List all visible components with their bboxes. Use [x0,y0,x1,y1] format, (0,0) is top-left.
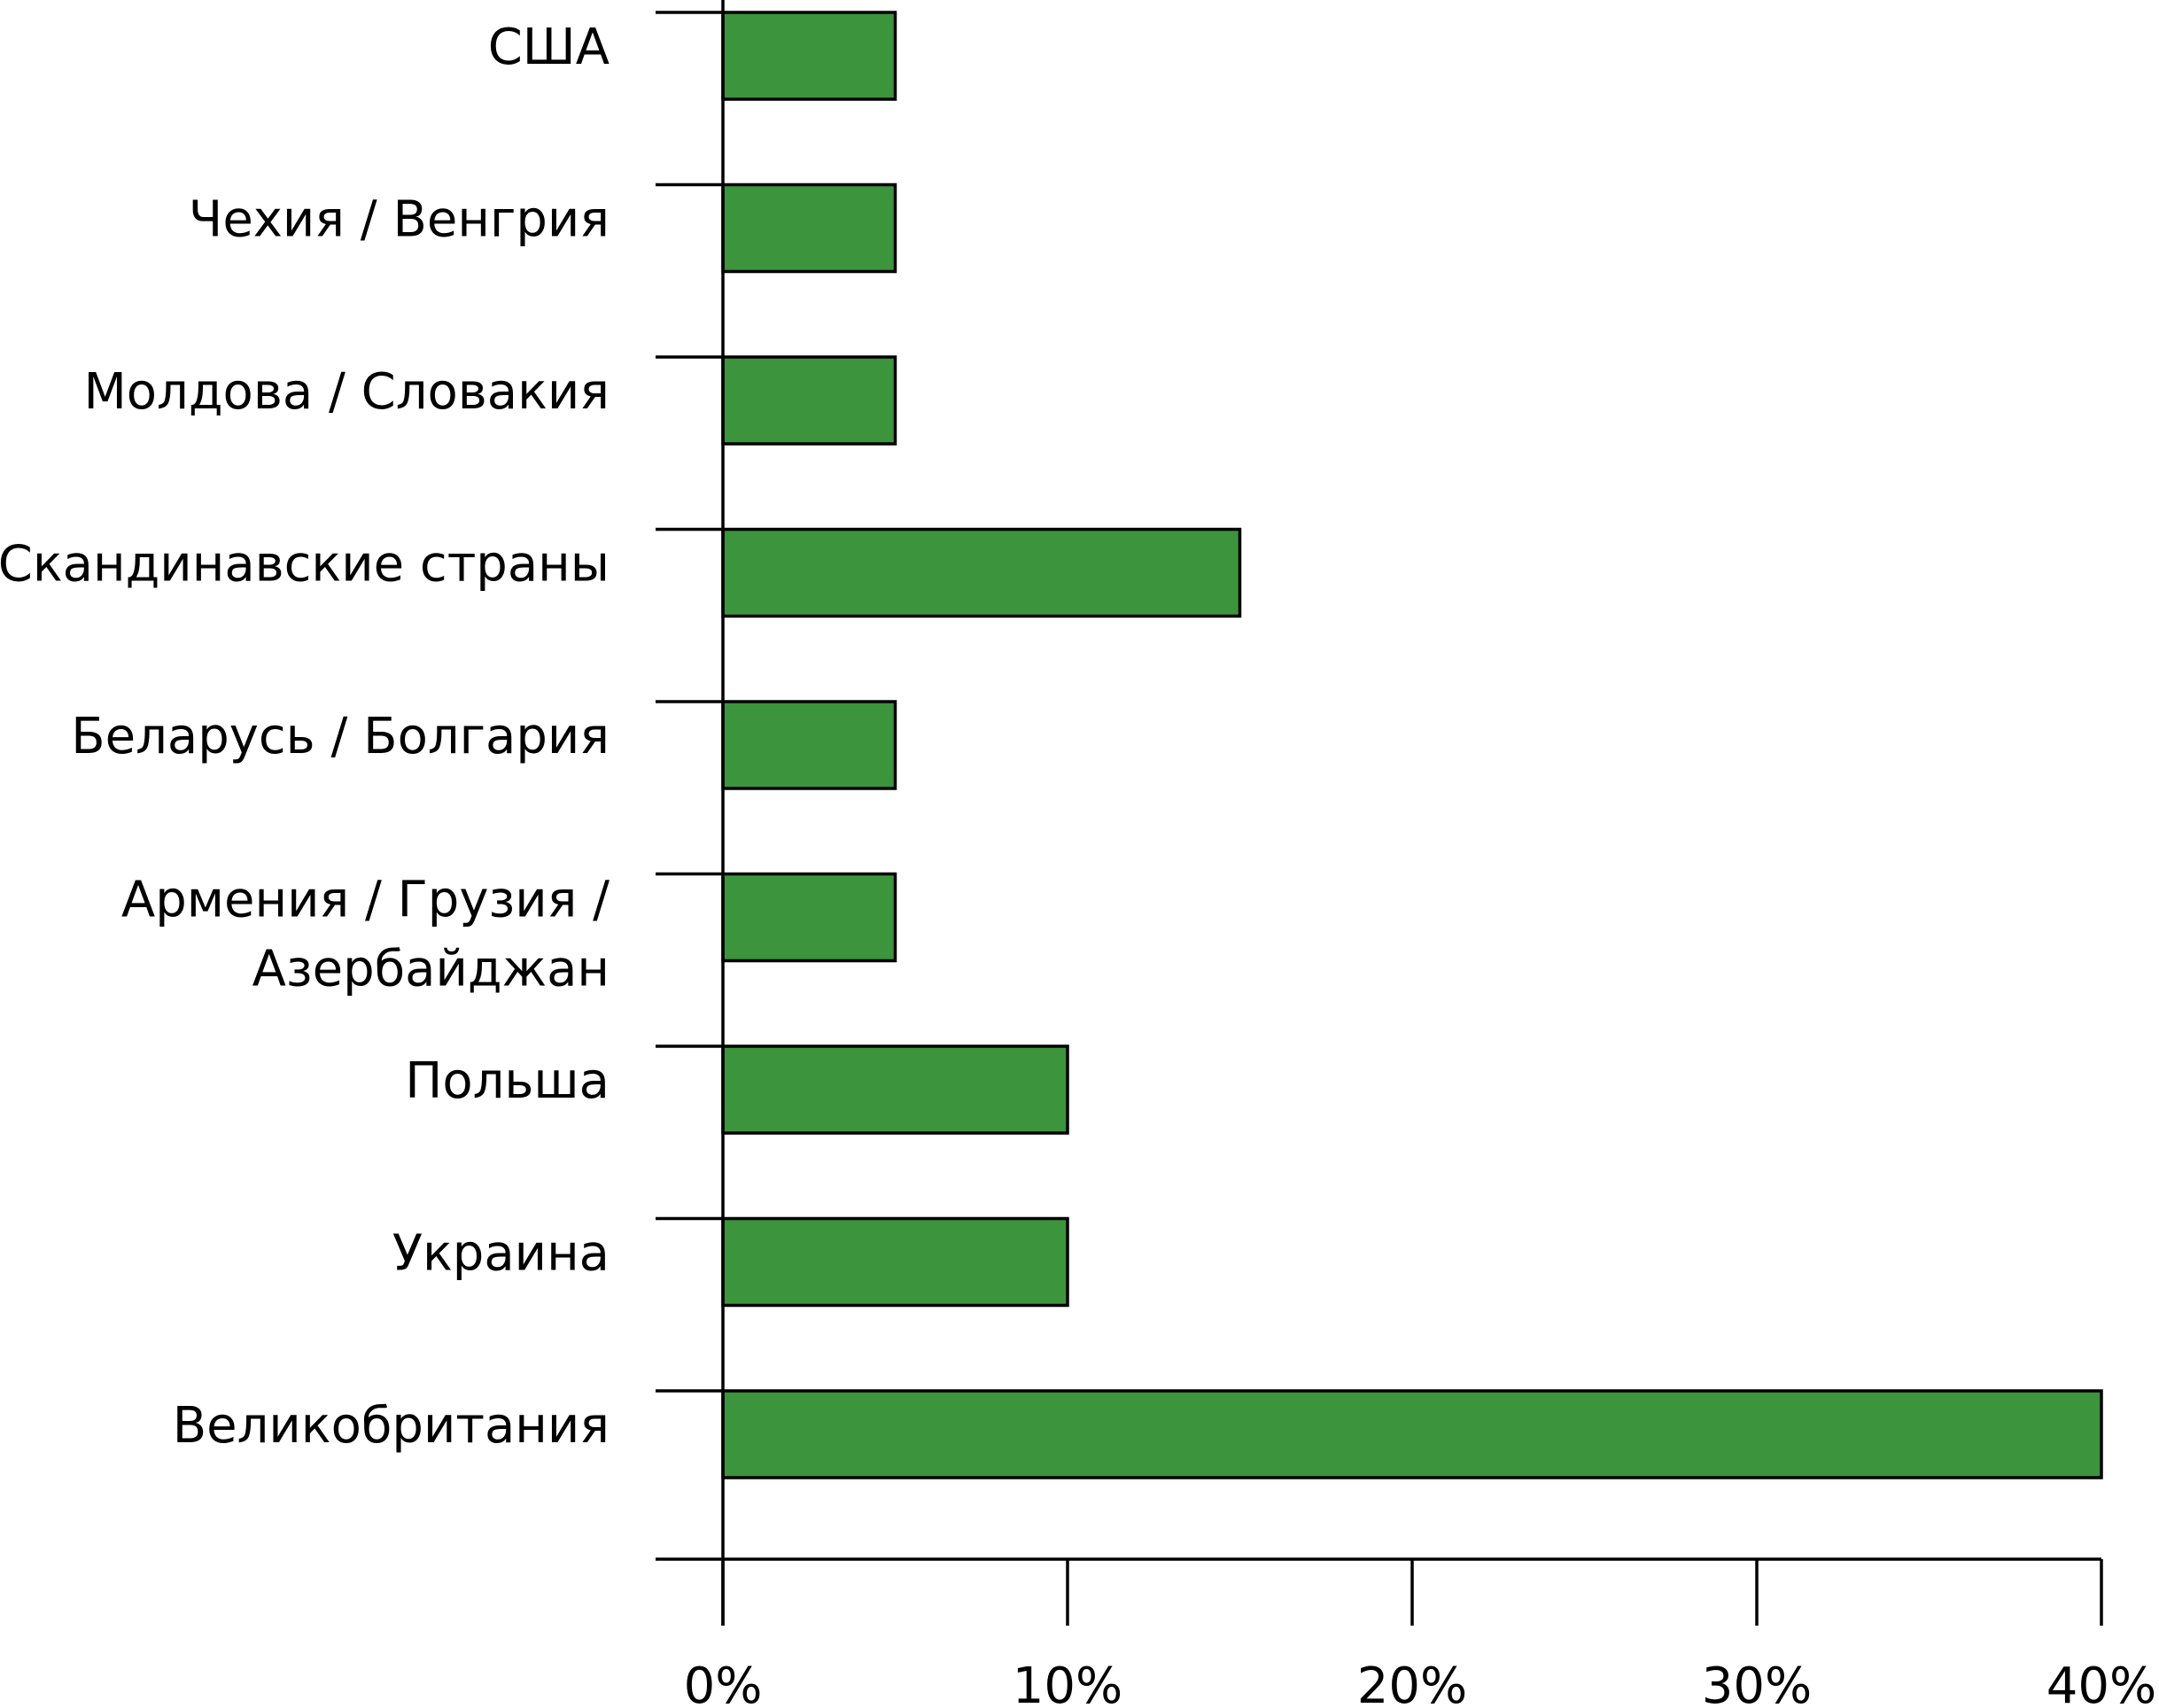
bar [721,182,897,274]
category-labels: США Чехия / Венгрия Молдова / Словакия Скан… [0,19,610,1455]
category-label-line: Скандинавские страны [0,536,610,594]
category-label-line: Беларусь / Болгария [71,708,610,765]
x-tick-label: 10% [1013,1658,1122,1708]
x-tick-label: 20% [1357,1658,1467,1708]
category-label: США [488,19,610,76]
category-label-line: Молдова / Словакия [83,363,610,421]
bar [721,355,897,446]
category-label-line: США [488,19,610,76]
bar [721,1216,1069,1308]
category-label: Великобритания [173,1397,610,1455]
category-label-line: Азербайджан [252,941,610,998]
axes: 0% 10% 20% 30% 40% [656,0,2156,1708]
x-tick-label: 0% [684,1658,763,1708]
category-label: Молдова / Словакия [83,363,610,421]
bar [721,527,1242,618]
category-label-line: Великобритания [173,1397,610,1455]
category-label-line: Украина [392,1225,610,1283]
category-label: Скандинавские страны [0,536,610,594]
category-label: Чехия / Венгрия [189,191,610,249]
x-tick-label: 30% [1702,1658,1812,1708]
bar [721,872,897,963]
bar [721,1044,1069,1135]
category-label-line: Чехия / Венгрия [189,191,610,249]
bar [721,700,897,790]
category-label: Беларусь / Болгария [71,708,610,765]
x-tick-label: 40% [2046,1658,2156,1708]
bar [721,1389,2103,1479]
category-label-line: Польша [405,1052,610,1110]
category-label-line: Армения / Грузия / [121,872,610,929]
category-label: Украина [392,1225,610,1283]
category-label: Армения / Грузия / Азербайджан [121,872,610,998]
bars-layer [721,11,2103,1479]
category-label: Польша [405,1052,610,1110]
bar [721,11,897,101]
